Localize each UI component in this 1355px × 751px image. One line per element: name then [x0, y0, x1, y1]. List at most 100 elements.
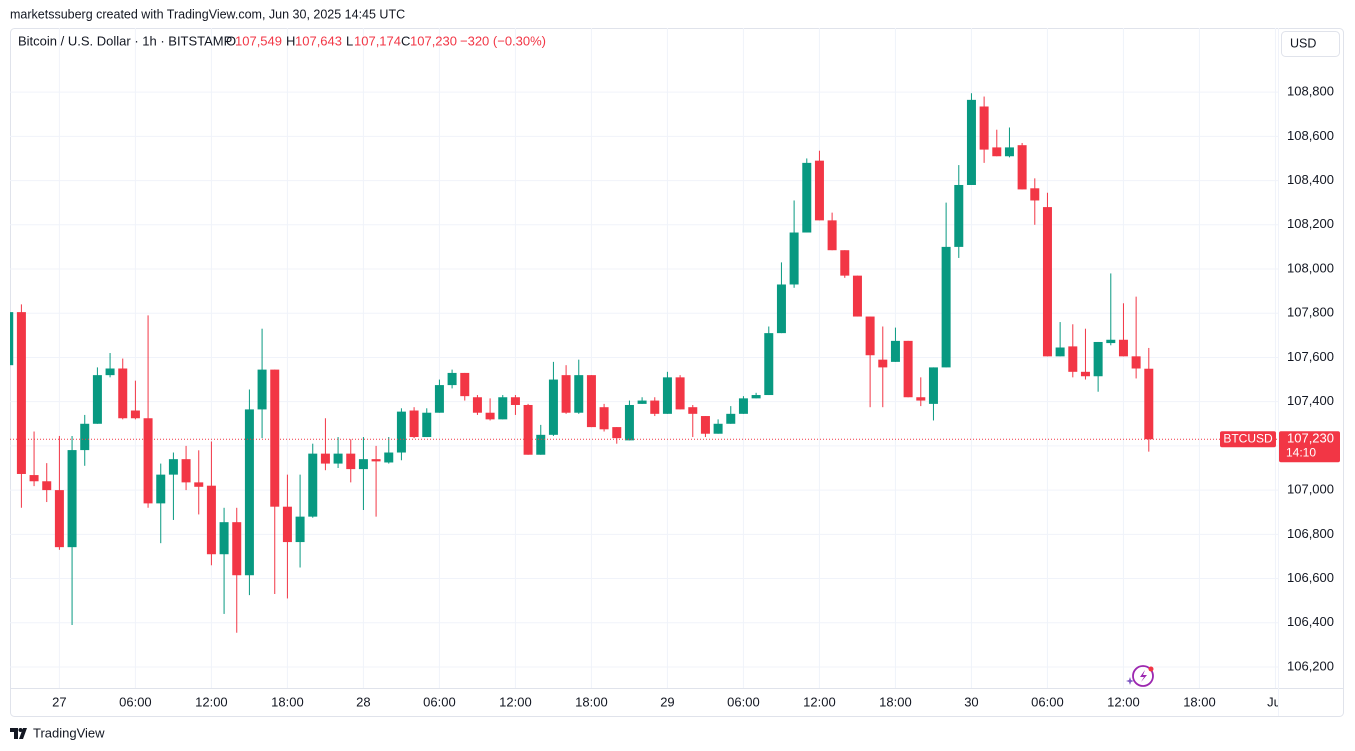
x-tick-label: 06:00 — [119, 694, 152, 709]
assistant-dot[interactable] — [1148, 666, 1154, 672]
candle-body — [776, 284, 786, 334]
assistant-ring[interactable] — [1132, 665, 1154, 687]
candle-body — [1080, 371, 1090, 377]
y-tick-label: 106,200 — [1287, 658, 1334, 673]
footer-logo[interactable]: TradingView — [10, 725, 105, 740]
candle — [1131, 296, 1141, 379]
assistant-bolt[interactable] — [1140, 670, 1147, 682]
logo-dot[interactable] — [18, 728, 23, 732]
candle-body — [827, 220, 837, 251]
candle — [371, 445, 381, 517]
candle — [840, 250, 850, 278]
candle — [409, 407, 419, 439]
candle — [143, 315, 153, 508]
candle — [650, 397, 660, 417]
candle — [928, 367, 938, 421]
candle — [1093, 341, 1103, 392]
candle — [713, 419, 723, 434]
x-tick-label: 12:00 — [803, 694, 836, 709]
l-key: L — [346, 33, 353, 48]
currency-button-box[interactable] — [1281, 31, 1340, 57]
assistant-icon[interactable] — [1126, 665, 1154, 687]
candle — [1042, 192, 1052, 357]
candle — [536, 424, 546, 455]
candle-body — [1042, 207, 1052, 357]
candle — [485, 398, 495, 421]
candle — [916, 377, 926, 407]
y-tick-label: 108,600 — [1287, 128, 1334, 143]
candle — [333, 437, 343, 468]
candle-body — [599, 407, 609, 430]
candle-body — [675, 377, 685, 410]
y-tick-label: 106,800 — [1287, 526, 1334, 541]
o-val: 107,549 — [235, 33, 282, 48]
o-key: O — [226, 33, 236, 48]
candle-body — [232, 522, 242, 576]
candle — [1030, 178, 1040, 225]
countdown-text: 14:10 — [1286, 445, 1316, 459]
candle-body — [54, 490, 64, 548]
candle-body — [434, 385, 444, 413]
h-key: H — [286, 33, 295, 48]
candle-body — [270, 369, 280, 507]
candle — [574, 359, 584, 414]
candle-body — [295, 516, 305, 543]
candle — [586, 375, 596, 428]
candle-body — [650, 400, 660, 414]
candle — [92, 367, 102, 424]
y-tick-label: 108,200 — [1287, 216, 1334, 231]
candle-body — [194, 482, 204, 487]
candle-body — [80, 423, 90, 451]
candle-body — [67, 450, 77, 548]
candle-body — [979, 106, 989, 150]
candle-body — [852, 275, 862, 317]
candle-body — [1144, 368, 1154, 440]
candle-body — [130, 410, 140, 419]
currency-button[interactable]: USD — [1281, 31, 1340, 57]
x-tick-labels: 27 06:00 12:00 18:00 28 06:00 12:00 18:00 29 06:0… — [52, 694, 1278, 709]
candle — [827, 212, 837, 251]
candle-body — [536, 434, 546, 455]
candle — [42, 463, 52, 503]
x-tick-label: 18:00 — [575, 694, 608, 709]
candle — [852, 275, 862, 317]
x-tick-label: 30 — [964, 694, 978, 709]
candle — [156, 463, 166, 544]
logo-text[interactable]: TradingView — [33, 725, 105, 740]
candle-body — [257, 369, 267, 410]
x-tick-label: 06:00 — [1031, 694, 1064, 709]
x-tick-label: 18:00 — [879, 694, 912, 709]
candle-body — [1106, 339, 1116, 344]
x-tick-label: 27 — [52, 694, 66, 709]
candle-body — [320, 453, 330, 464]
candle — [270, 369, 280, 595]
candle — [320, 418, 330, 471]
candle-body — [143, 418, 153, 504]
currency-label[interactable]: USD — [1290, 36, 1316, 50]
x-tick-label: 28 — [356, 694, 370, 709]
candle — [700, 416, 710, 438]
candle-body — [878, 359, 888, 368]
x-tick-label: 06:00 — [423, 694, 456, 709]
candle-body — [1055, 347, 1065, 357]
candle — [447, 369, 457, 389]
candle — [346, 439, 356, 483]
candle-body — [422, 412, 432, 438]
candle — [282, 474, 292, 599]
candle — [308, 443, 318, 518]
candle — [688, 404, 698, 438]
candle — [789, 200, 799, 288]
candle — [776, 262, 786, 334]
candle — [979, 96, 989, 163]
candle — [1068, 324, 1078, 378]
symbol: Bitcoin / U.S. Dollar · 1h · BITSTAMP — [18, 33, 232, 48]
candle-body — [561, 375, 571, 413]
candle — [219, 507, 229, 614]
change: −320 (−0.30%) — [460, 33, 546, 48]
candle — [29, 431, 39, 487]
candle-body — [903, 340, 913, 398]
c-key: C — [401, 33, 410, 48]
assistant-spark[interactable] — [1126, 677, 1134, 685]
logo-mark[interactable] — [10, 728, 27, 739]
candle — [257, 328, 267, 439]
